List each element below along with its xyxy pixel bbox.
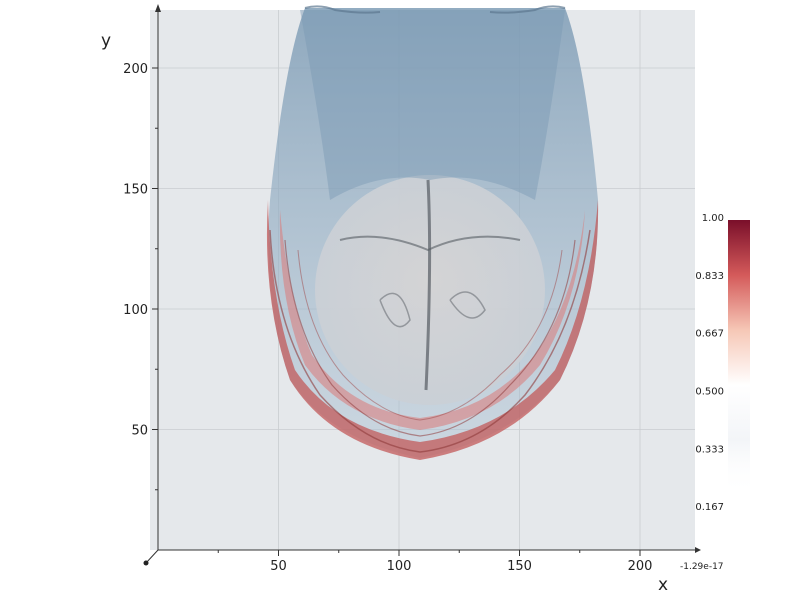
- y-axis-label: y: [101, 31, 111, 51]
- y-tick-label: 100: [123, 303, 148, 318]
- colorbar-tick-label: 0.333: [695, 444, 724, 455]
- axis-corner-label: -1.29e-17: [680, 562, 724, 572]
- x-axis-arrow-icon: [695, 547, 701, 553]
- brain-volume-image: [266, 5, 599, 460]
- z-axis-end-dot: [143, 560, 149, 566]
- y-axis-arrow-icon: [155, 4, 161, 12]
- x-tick-label: 200: [628, 559, 653, 574]
- colorbar-tick-label: 0.833: [695, 271, 724, 282]
- y-tick-label: 50: [131, 424, 148, 439]
- colorbar: [728, 220, 750, 495]
- x-tick-label: 150: [507, 559, 532, 574]
- y-tick-label: 200: [123, 62, 148, 77]
- colorbar-tick-label: 1.00: [702, 213, 724, 224]
- colorbar-ticks: 0.167 0.333 0.500 0.667 0.833 1.00: [695, 213, 724, 513]
- colorbar-tick-label: 0.167: [695, 502, 724, 513]
- colorbar-tick-label: 0.500: [695, 386, 724, 397]
- y-ticks: 50 100 150 200: [123, 62, 158, 491]
- x-tick-label: 100: [387, 559, 412, 574]
- z-axis-line: [145, 549, 159, 564]
- x-tick-label: 50: [270, 559, 287, 574]
- colorbar-tick-label: 0.667: [695, 329, 724, 340]
- axes: [143, 4, 701, 566]
- y-tick-label: 150: [123, 183, 148, 198]
- x-axis-label: x: [658, 575, 668, 595]
- x-ticks: 50 100 150 200: [217, 550, 653, 574]
